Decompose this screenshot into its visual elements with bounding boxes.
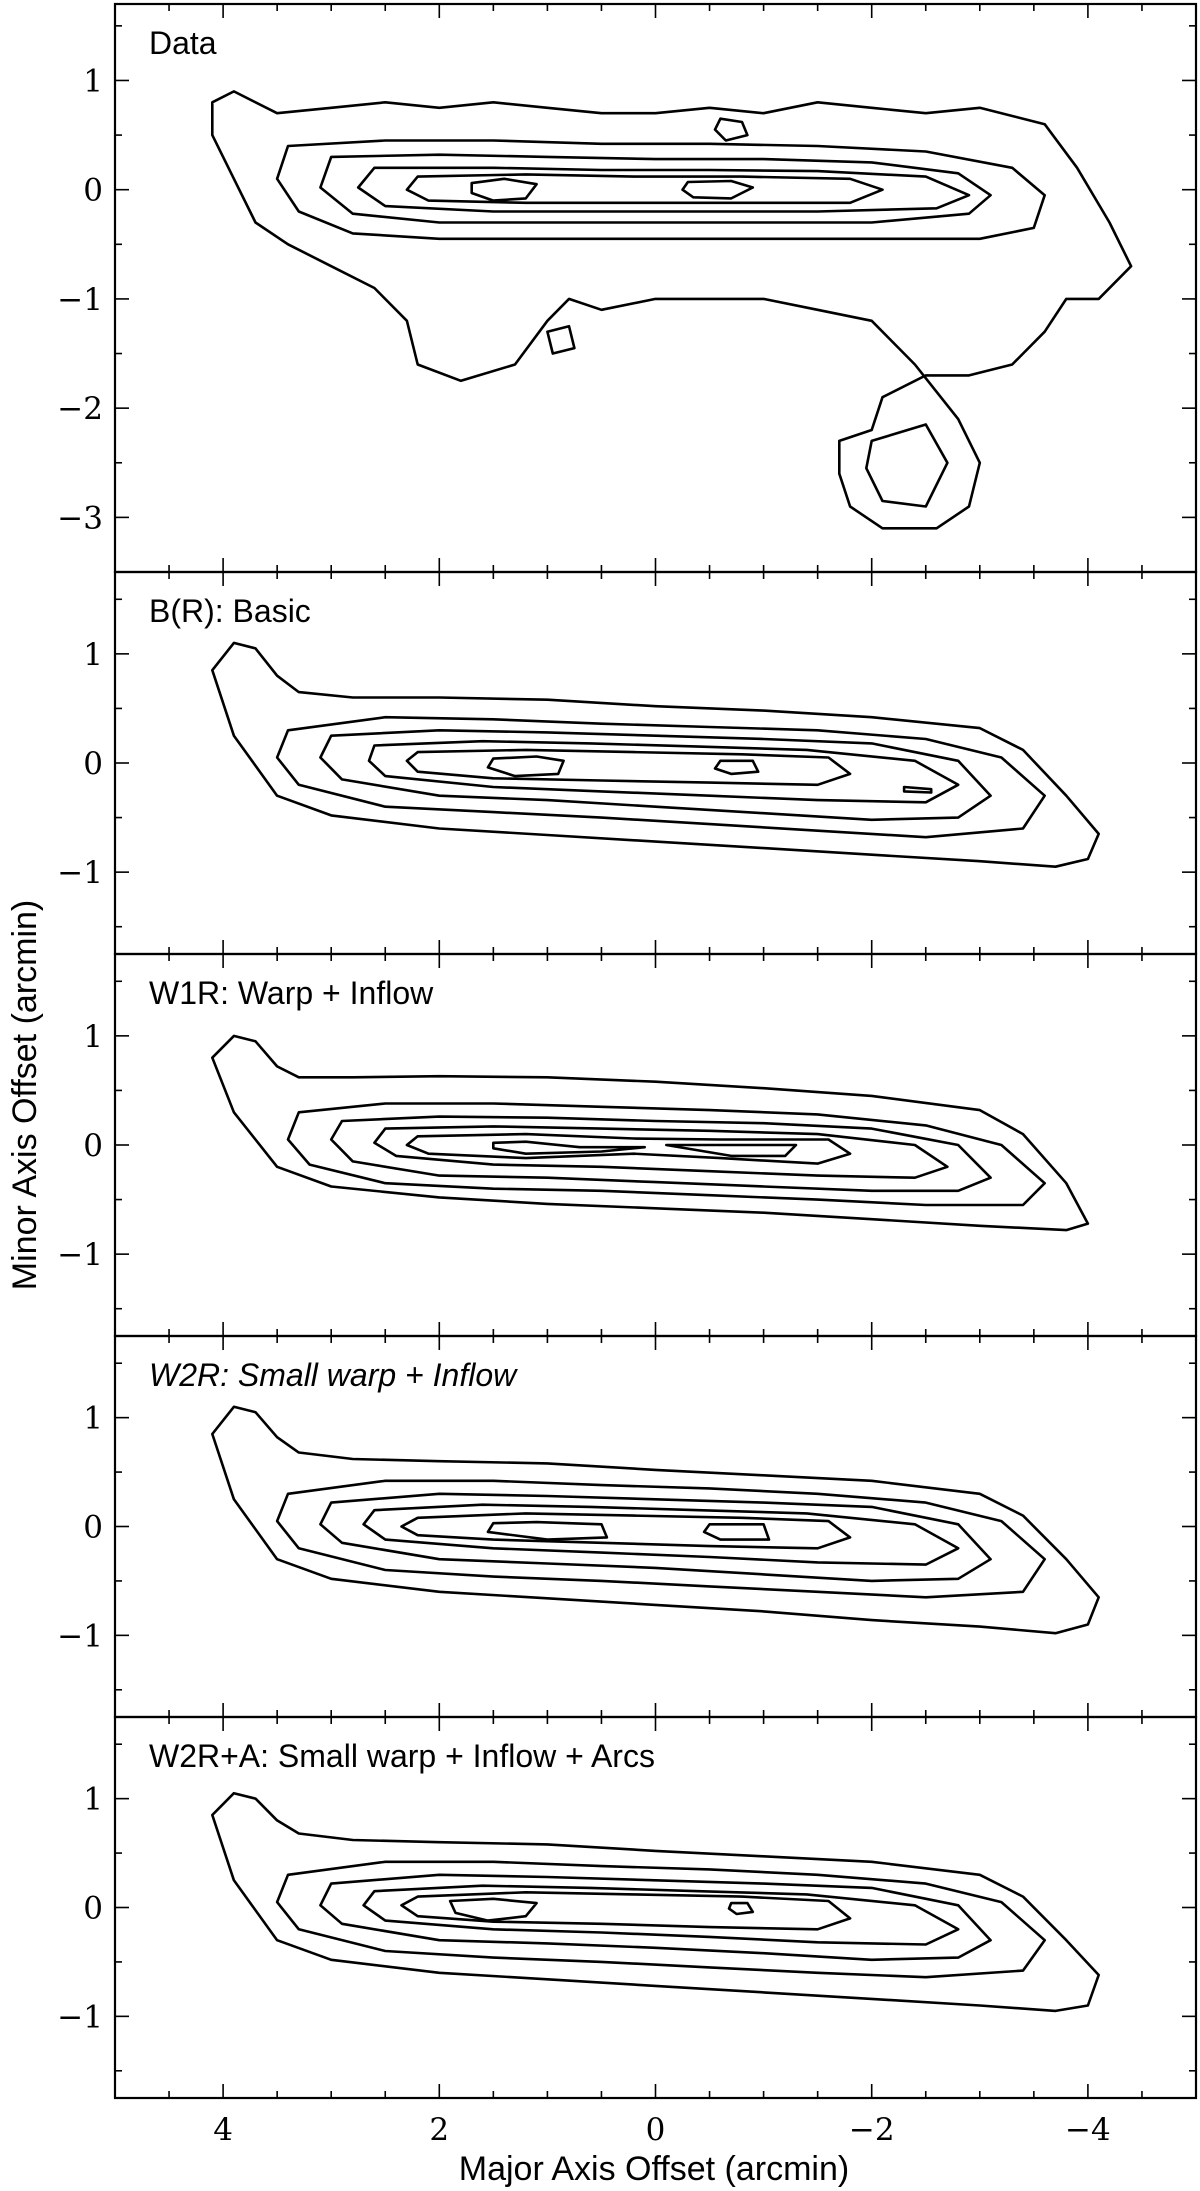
contour-line-1 xyxy=(275,139,1046,241)
panel-1: 1 0 −1 B(R): Basic xyxy=(57,570,1198,956)
contour-line-1 xyxy=(275,1860,1046,1979)
panel-2: 1 0 −1 W1R: Warp + Inflow xyxy=(57,952,1198,1338)
contour-line-4 xyxy=(405,1132,852,1165)
contour-line-0 xyxy=(211,1791,1100,2013)
panel-title: W2R+A: Small warp + Inflow + Arcs xyxy=(149,1738,655,1774)
x-tick-label: 4 xyxy=(213,2112,233,2148)
y-tick-label: 1 xyxy=(83,1401,103,1437)
contour-line-5 xyxy=(448,1897,538,1922)
contour-line-0 xyxy=(211,1034,1090,1232)
y-tick-label: 1 xyxy=(83,1782,103,1818)
y-tick-label: 0 xyxy=(83,746,103,782)
contour-line-4 xyxy=(405,173,884,205)
contour-line-5 xyxy=(486,1520,609,1541)
contour-line-9 xyxy=(713,117,749,142)
contour-line-3 xyxy=(362,1503,960,1566)
contour-line-2 xyxy=(319,1873,992,1962)
contour-line-3 xyxy=(367,739,960,804)
contour-line-2 xyxy=(319,1492,992,1583)
y-tick-label: −1 xyxy=(57,1999,103,2035)
y-tick-label: 1 xyxy=(83,63,103,99)
y-tick-label: 1 xyxy=(83,637,103,673)
y-tick-label: −2 xyxy=(57,391,103,427)
x-tick-label: 0 xyxy=(646,2112,666,2148)
x-tick-label: −2 xyxy=(849,2112,895,2148)
x-tick-label: 2 xyxy=(429,2112,449,2148)
contour-line-0 xyxy=(211,1405,1100,1635)
panel-frame xyxy=(113,2,1198,574)
y-tick-label: 0 xyxy=(83,1128,103,1164)
y-tick-label: −1 xyxy=(57,1237,103,1273)
contour-line-6 xyxy=(727,1901,755,1916)
contour-line-0 xyxy=(211,641,1100,868)
panel-4: 1 0 −1 W2R+A: Small warp + Inflow + Arcs xyxy=(57,1715,1198,2100)
contour-line-3 xyxy=(356,166,971,213)
panel-title: B(R): Basic xyxy=(149,593,311,629)
contour-line-2 xyxy=(319,729,992,822)
panel-title: Data xyxy=(149,25,217,61)
contour-line-6 xyxy=(713,759,760,776)
contour-line-2 xyxy=(329,1115,992,1193)
y-tick-label: 0 xyxy=(83,1891,103,1927)
contour-line-2 xyxy=(319,153,992,224)
contour-line-7 xyxy=(902,785,933,794)
contour-line-5 xyxy=(492,1140,646,1155)
y-tick-label: −1 xyxy=(57,282,103,318)
y-tick-label: −1 xyxy=(57,1618,103,1654)
panel-0: 1 0 −1 −2 −3 Data xyxy=(57,2,1198,574)
panel-title: W1R: Warp + Inflow xyxy=(149,975,434,1011)
contour-line-0 xyxy=(211,90,1133,530)
contour-line-5 xyxy=(486,755,565,778)
contour-line-1 xyxy=(275,1479,1046,1599)
contour-line-8 xyxy=(546,324,576,355)
contour-line-1 xyxy=(275,715,1046,839)
contour-line-6 xyxy=(702,1523,771,1541)
x-tick-label: −4 xyxy=(1065,2112,1111,2148)
x-axis-label: Major Axis Offset (arcmin) xyxy=(459,2150,849,2188)
contour-line-4 xyxy=(405,748,852,787)
contour-line-4 xyxy=(400,1891,852,1931)
contour-line-6 xyxy=(681,179,755,200)
panel-title: W2R: Small warp + Inflow xyxy=(149,1357,518,1393)
contour-line-3 xyxy=(362,1884,960,1946)
contour-line-5 xyxy=(470,177,538,202)
y-tick-label: −3 xyxy=(57,500,103,536)
y-axis-label: Minor Axis Offset (arcmin) xyxy=(6,900,44,1290)
contour-line-4 xyxy=(400,1512,852,1550)
y-tick-label: 1 xyxy=(83,1019,103,1055)
contour-line-6 xyxy=(665,1143,798,1158)
contour-line-7 xyxy=(865,423,949,508)
y-tick-label: 0 xyxy=(83,173,103,209)
contour-line-1 xyxy=(286,1102,1046,1207)
y-tick-label: 0 xyxy=(83,1510,103,1546)
y-tick-label: −1 xyxy=(57,855,103,891)
contour-line-3 xyxy=(373,1125,949,1179)
panel-3: 1 0 −1 W2R: Small warp + Inflow xyxy=(57,1334,1198,1719)
